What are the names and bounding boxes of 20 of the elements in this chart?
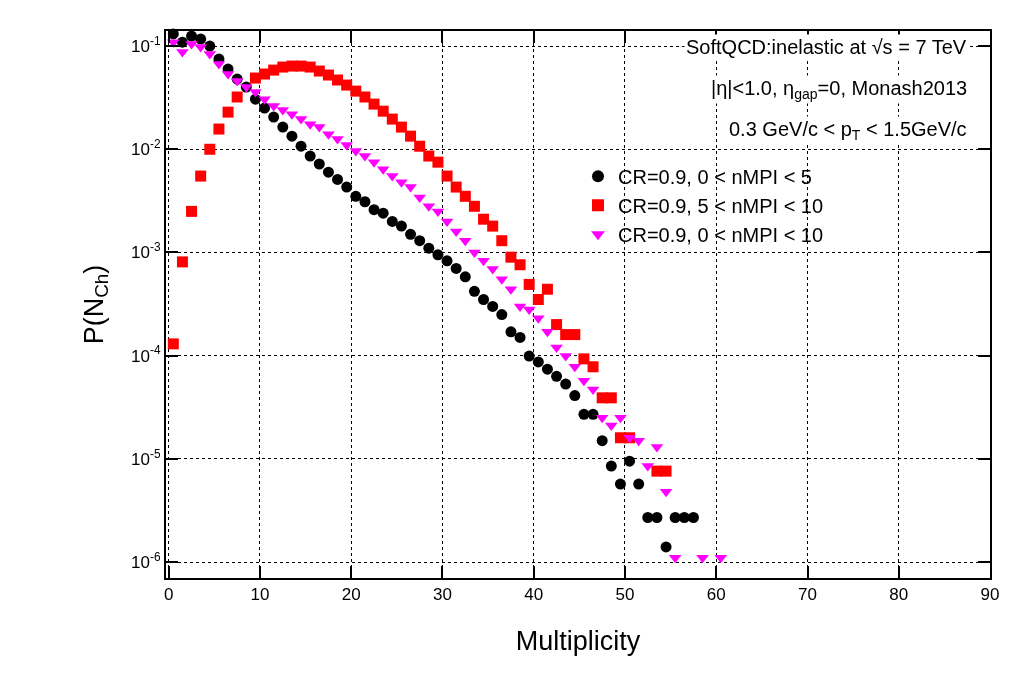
x-tick-label: 80 xyxy=(889,585,909,605)
y-tick-label: 10$^{-2}$ xyxy=(131,137,161,160)
annotation: |η|<1.0, η$_{gap}$=0, Monash2013 xyxy=(711,77,968,103)
x-tick-label: 90 xyxy=(980,585,1000,605)
x-tick-label: 50 xyxy=(615,585,635,605)
y-tick-label: 10$^{-4}$ xyxy=(131,343,161,366)
x-tick-label: 10 xyxy=(250,585,270,605)
y-tick-label: 10$^{-5}$ xyxy=(131,446,161,469)
y-tick-label: 10$^{-3}$ xyxy=(131,240,161,263)
x-tick-label: 0 xyxy=(164,585,174,605)
annotation: SoftQCD:inelastic at √s = 7 TeV xyxy=(686,36,967,58)
x-tick-label: 20 xyxy=(341,585,361,605)
x-axis-title: Multiplicity xyxy=(515,626,641,657)
x-tick-label: 40 xyxy=(524,585,544,605)
y-tick-label: 10$^{-6}$ xyxy=(131,549,161,572)
x-tick-label: 60 xyxy=(706,585,726,605)
x-tick-label: 70 xyxy=(798,585,817,605)
annotation: 0.3 GeV/c < p$_{T}$ < 1.5GeV/c xyxy=(729,118,967,144)
x-tick-label: 30 xyxy=(433,585,452,605)
y-tick-label: 10$^{-1}$ xyxy=(131,33,161,57)
